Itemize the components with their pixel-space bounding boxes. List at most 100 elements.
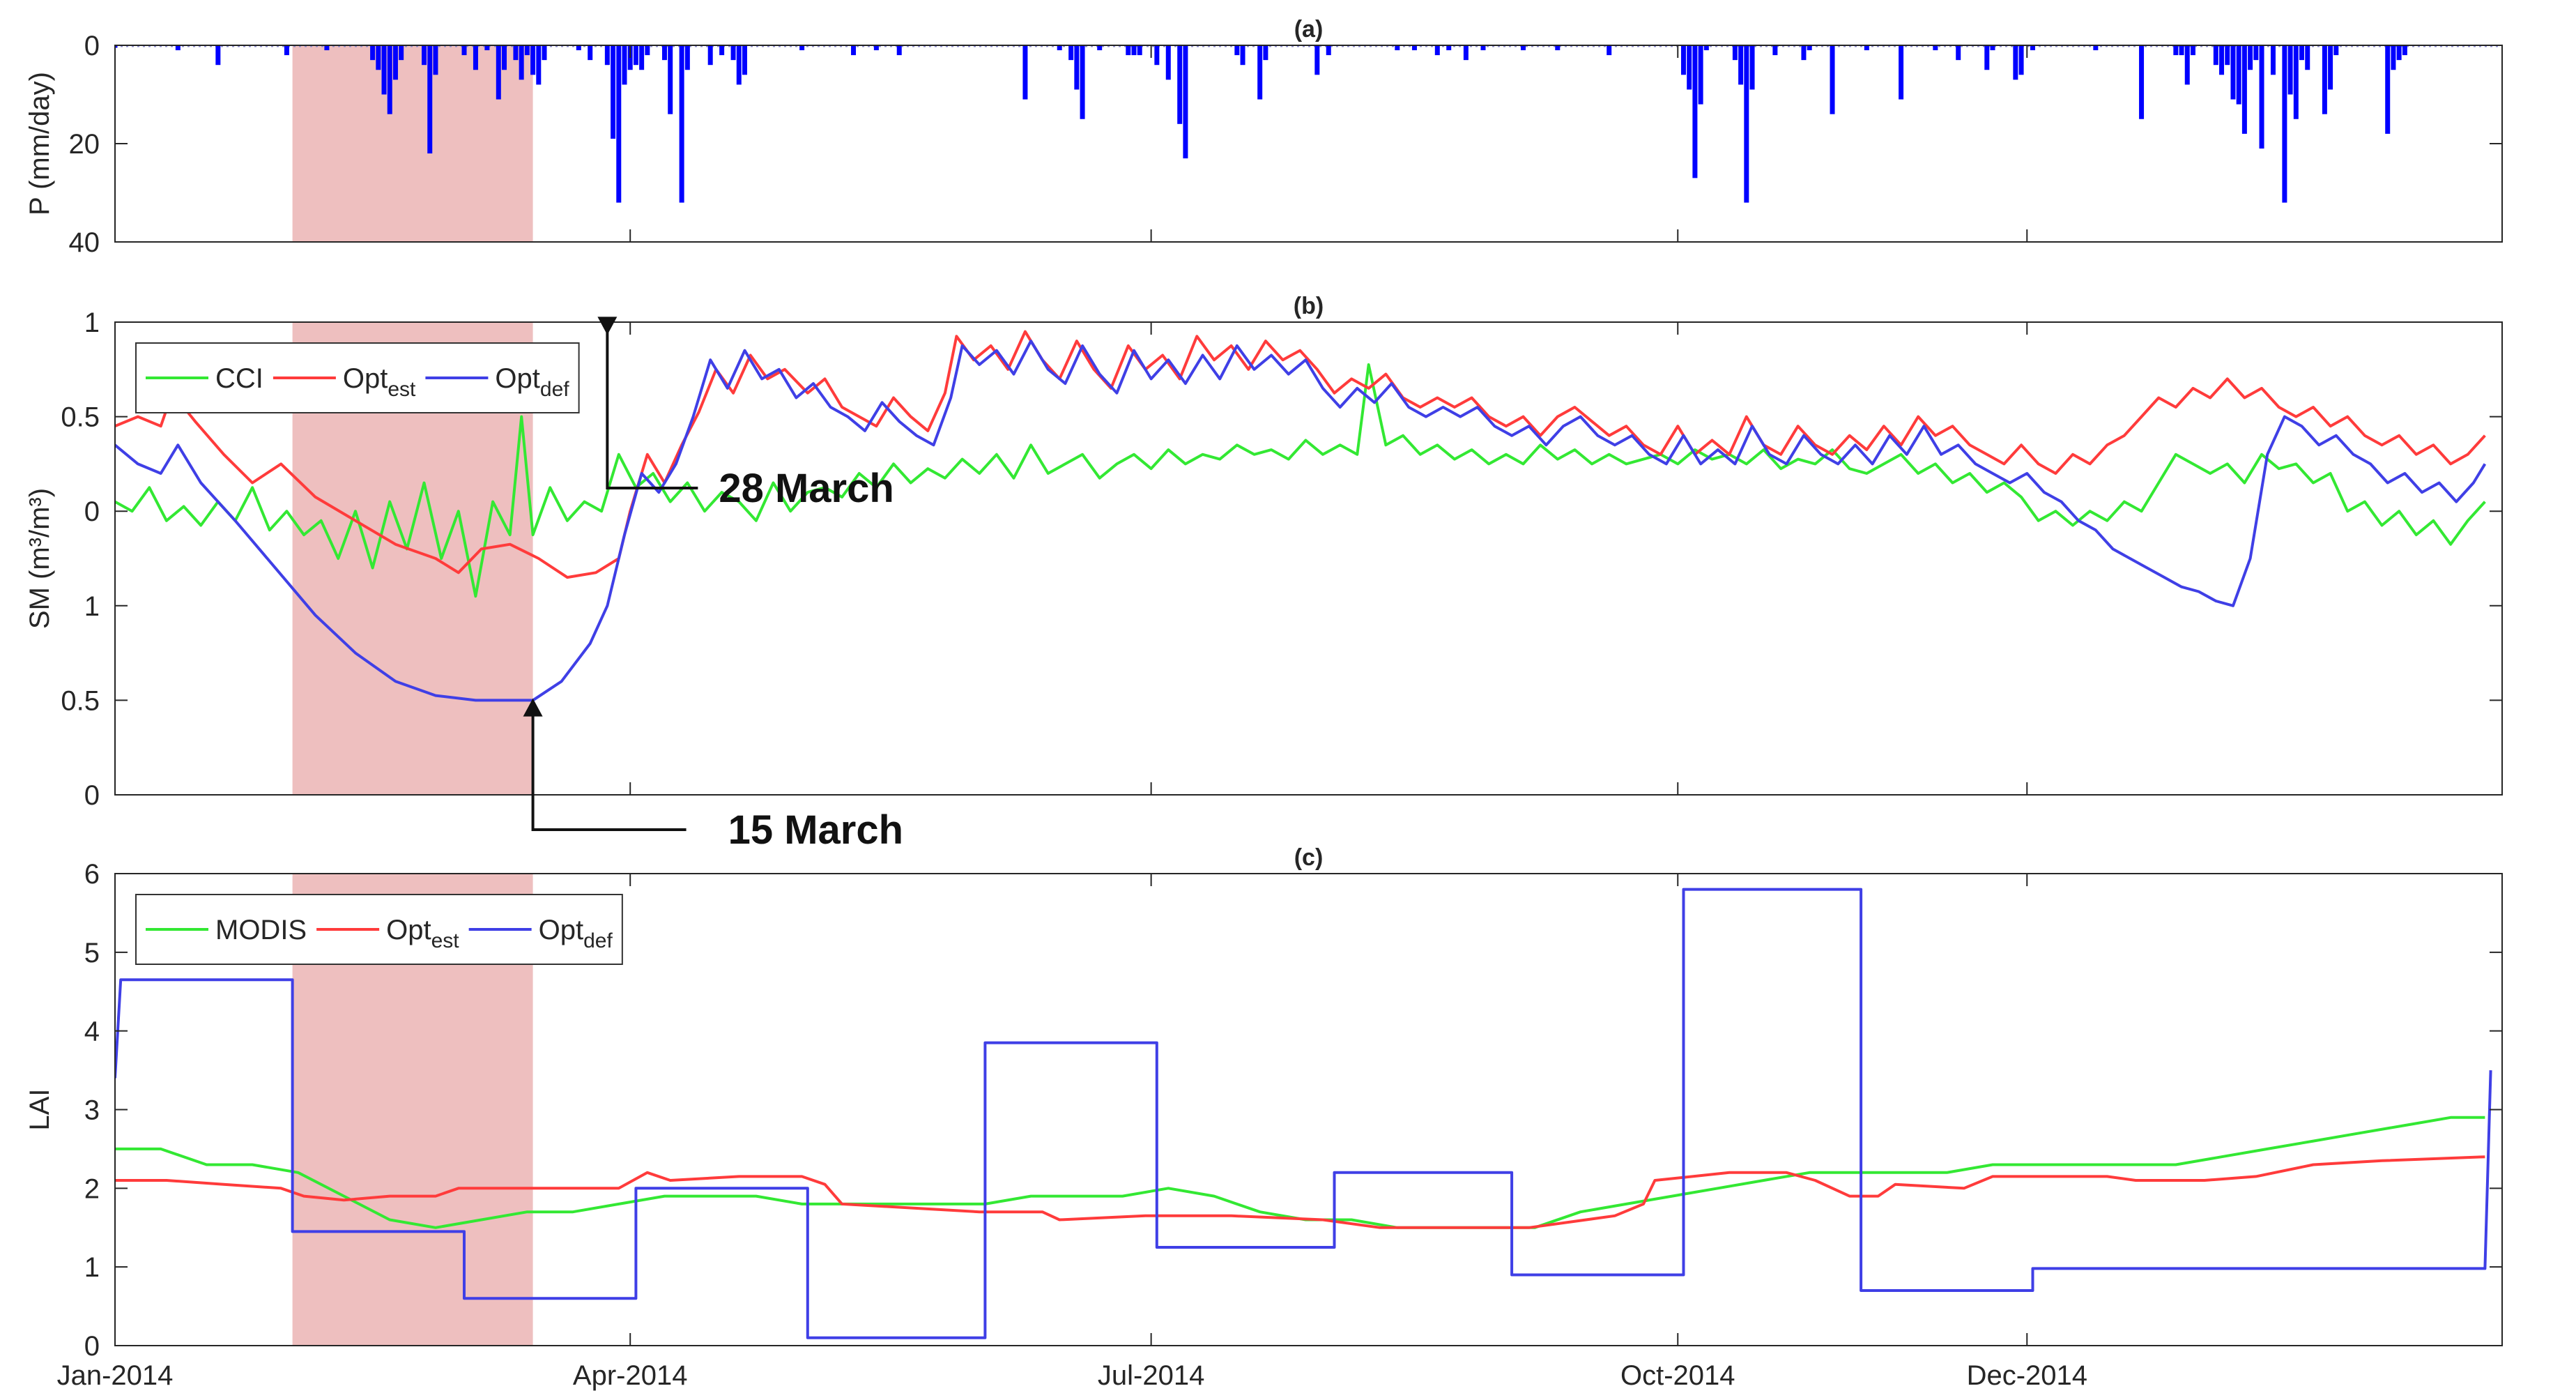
precip-bar [851,45,857,56]
precip-bar [2322,45,2327,114]
precip-bar [2287,45,2293,95]
precip-bar [530,45,536,75]
precip-bar [639,45,645,70]
legend-box [135,342,580,413]
precip-bar [730,45,736,61]
precip-bar [1446,45,1452,51]
precip-bar [175,45,181,51]
precip-bar [2241,45,2247,134]
precip-bar [1607,45,1612,56]
precip-bar [1097,45,1103,51]
precip-bar [1680,45,1686,75]
shaded-period-1 [292,45,533,242]
legend-entry-label: Optdef [495,363,569,401]
precip-bar [422,45,427,66]
precip-bar [1080,45,1085,119]
y-tick-label: 20 [69,129,100,160]
y-tick-label: 1 [84,591,100,622]
y-tick-label: 2 [84,1173,100,1204]
precip-bar [1807,45,1812,51]
y-tick-label: 0 [84,31,100,61]
precip-bar [2190,45,2195,56]
precip-bar [611,45,616,139]
precip-bar [519,45,524,80]
y-tick-label: 1 [84,1252,100,1283]
panel-3-legend: MODIS Optest Optdef [135,894,623,965]
precip-bar [215,45,221,66]
precip-bar [536,45,542,85]
precip-bar [684,45,690,70]
precip-bar [1984,45,1990,70]
precip-bar [1074,45,1080,90]
precip-bar [1956,45,1961,61]
panel-3-series-line-3 [115,888,2492,1339]
panel-3-plot-area [115,888,2492,1339]
legend-entry-subscript: est [431,929,460,952]
precip-bar [473,45,478,70]
y-axis-label: SM (m³/m³) [24,488,55,629]
precip-bar [513,45,519,61]
precip-bar [387,45,392,114]
precip-bar [1864,45,1869,51]
precip-bar [1692,45,1698,178]
legend-entry-base: Opt [386,915,431,945]
precip-bar [2030,45,2035,51]
precip-bar [1698,45,1703,105]
precip-bar [622,45,627,85]
y-tick-label: 5 [84,938,100,968]
precip-bar [633,45,638,66]
precip-bar [896,45,902,56]
callout-label: 28 March [719,466,894,511]
precip-bar [2396,45,2402,61]
precip-bar [679,45,684,203]
panel-3-series-line-2 [115,1155,2485,1229]
y-tick-label: 0 [84,780,100,811]
precip-bar [399,45,404,61]
legend-entry-base: Opt [343,363,388,394]
precip-bar [1687,45,1692,90]
precip-bar [1234,45,1240,56]
callout-arrow-line [531,710,687,831]
precip-bar [1240,45,1245,66]
precip-bar [524,45,530,56]
legend-entry-label: Optest [343,363,416,401]
precip-bar [719,45,725,56]
precip-bar [2213,45,2218,66]
y-tick-label: 40 [69,227,100,258]
precip-bar [284,45,289,56]
precip-bar [2293,45,2299,119]
precip-bar [484,45,490,51]
panel-title: (b) [1294,293,1324,319]
y-tick-label: 0 [84,1331,100,1362]
precip-bar [1521,45,1526,51]
precip-bar [1772,45,1778,56]
precip-bar [1183,45,1188,159]
precip-bar [461,45,467,56]
precip-bar [1801,45,1807,61]
precip-bar [1990,45,1995,51]
shaded-period-layer [292,45,533,1346]
precip-bar [1263,45,1268,61]
precip-bar [2385,45,2391,134]
callout-2: 15 March [523,698,903,853]
callout-arrow-line [606,324,698,489]
precip-bar [1154,45,1160,66]
precip-bar [2391,45,2396,70]
precip-bar [1068,45,1074,61]
precip-bar [1257,45,1263,100]
precip-bar [496,45,501,100]
precip-bar [2236,45,2241,105]
precip-bar [616,45,622,203]
legend-entry-base: Opt [495,363,539,394]
precip-bar [381,45,387,95]
precip-bar [1131,45,1137,56]
precip-bar [427,45,433,154]
panel-2-series-line-1 [115,363,2486,598]
panel-2-axes-box [114,321,2503,796]
callout-arrowhead [523,698,543,717]
precip-bar [668,45,673,114]
precip-bar [2225,45,2230,66]
y-axis-label: LAI [24,1088,55,1130]
